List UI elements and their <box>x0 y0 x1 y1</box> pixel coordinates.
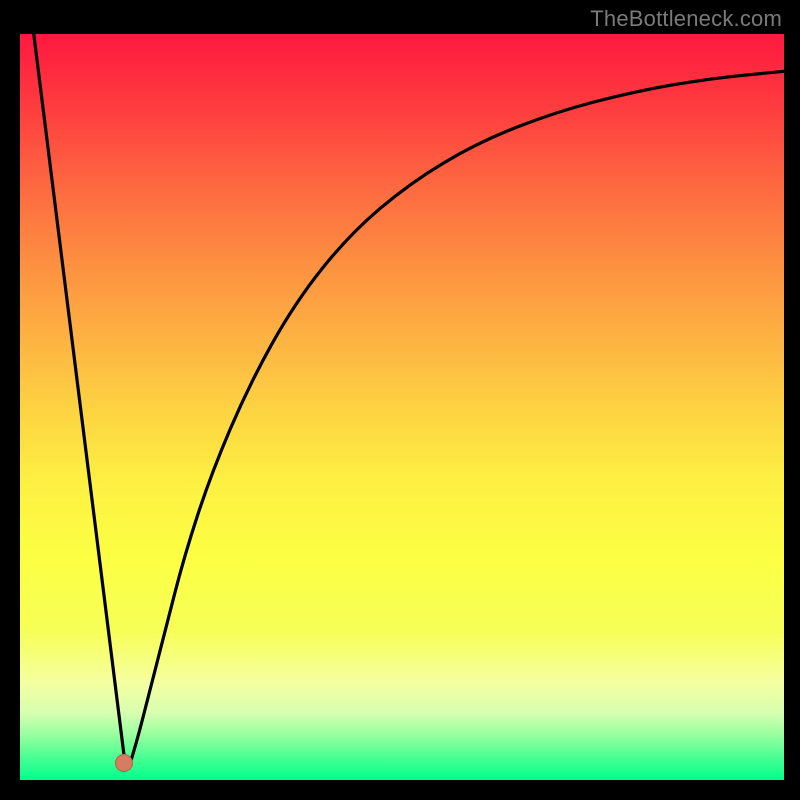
watermark-text: TheBottleneck.com <box>590 6 782 32</box>
dip-marker <box>115 754 133 772</box>
plot-area <box>20 34 784 780</box>
chart-frame: TheBottleneck.com <box>0 0 800 800</box>
bottleneck-curve <box>20 34 784 780</box>
